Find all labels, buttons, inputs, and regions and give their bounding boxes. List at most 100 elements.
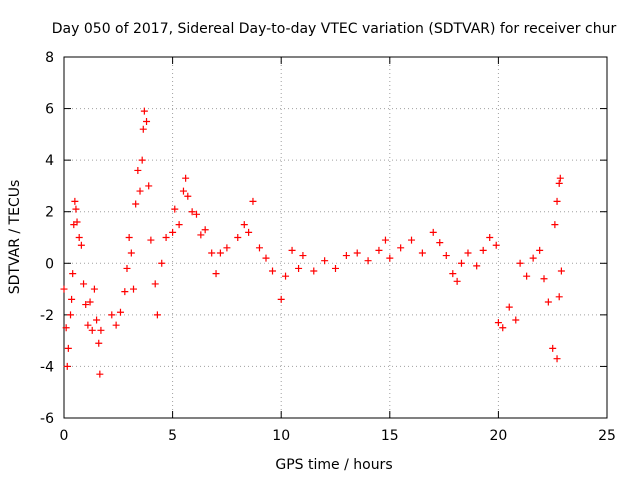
data-point	[97, 326, 105, 334]
data-point	[255, 244, 263, 252]
data-point	[121, 288, 129, 296]
data-point	[127, 249, 135, 257]
y-tick-label: 6	[45, 102, 54, 118]
data-point	[90, 285, 98, 293]
data-point	[449, 270, 457, 278]
data-point	[188, 208, 196, 216]
data-point	[540, 275, 548, 283]
data-point	[492, 241, 500, 249]
data-point	[88, 326, 96, 334]
data-point	[386, 254, 394, 262]
data-point	[516, 259, 524, 267]
data-point	[175, 221, 183, 229]
data-point	[136, 187, 144, 195]
x-tick-label: 20	[489, 428, 507, 444]
data-point	[557, 267, 565, 275]
y-tick-label: 2	[45, 205, 54, 221]
data-point	[288, 246, 296, 254]
data-point	[151, 280, 159, 288]
data-point	[182, 174, 190, 182]
data-point	[512, 316, 520, 324]
data-point	[123, 264, 131, 272]
y-axis-label: SDTVAR / TECUs	[7, 180, 23, 295]
data-point	[71, 197, 79, 205]
data-point	[442, 252, 450, 260]
data-point	[84, 321, 92, 329]
data-point	[321, 257, 329, 265]
data-point	[72, 205, 80, 213]
data-point	[453, 277, 461, 285]
data-point	[134, 166, 142, 174]
data-point	[234, 234, 242, 241]
data-point	[342, 252, 350, 260]
data-points	[60, 107, 565, 378]
y-tick-label: 0	[45, 256, 54, 272]
data-point	[408, 236, 416, 244]
data-point	[223, 244, 231, 252]
data-point	[64, 344, 72, 352]
data-point	[381, 236, 389, 244]
data-point	[153, 311, 161, 319]
data-point	[544, 298, 552, 306]
data-point	[139, 125, 147, 133]
data-point	[299, 252, 307, 260]
data-point	[464, 249, 472, 257]
y-tick-label: -6	[40, 411, 54, 427]
x-axis-label: GPS time / hours	[275, 457, 392, 473]
data-point	[132, 200, 140, 208]
data-point	[249, 197, 257, 205]
data-point	[60, 285, 68, 293]
data-point	[108, 311, 116, 319]
data-point	[523, 272, 531, 280]
data-point	[73, 218, 81, 226]
data-point	[245, 228, 253, 236]
data-point	[555, 179, 563, 187]
plot-frame	[63, 56, 608, 419]
data-point	[353, 249, 361, 257]
data-point	[364, 257, 372, 265]
data-point	[436, 239, 444, 247]
data-point	[67, 311, 75, 319]
chart-title: Day 050 of 2017, Sidereal Day-to-day VTE…	[52, 21, 617, 37]
data-point	[158, 259, 166, 267]
data-point	[77, 241, 85, 249]
x-tick-label: 15	[381, 428, 399, 444]
data-point	[262, 254, 270, 262]
data-point	[479, 246, 487, 254]
data-point	[397, 244, 405, 252]
data-point	[82, 301, 90, 309]
data-point	[375, 246, 383, 254]
data-point	[499, 324, 507, 332]
data-point	[162, 234, 170, 241]
y-tick-label: -2	[40, 308, 54, 324]
data-point	[143, 117, 151, 125]
data-point	[277, 295, 285, 303]
data-point	[553, 355, 561, 363]
y-tick-label: 4	[45, 153, 54, 169]
data-point	[310, 267, 318, 275]
data-point	[553, 197, 561, 205]
x-tick-label: 10	[272, 428, 290, 444]
data-point	[505, 303, 513, 311]
data-point	[216, 249, 224, 257]
data-point	[486, 234, 494, 241]
data-point	[130, 285, 138, 293]
data-point	[208, 249, 216, 257]
data-point	[201, 226, 209, 234]
data-point	[147, 236, 155, 244]
data-point	[473, 262, 481, 270]
x-tick-label: 25	[598, 428, 616, 444]
data-point	[295, 264, 303, 272]
data-point	[62, 324, 70, 332]
data-point	[145, 182, 153, 190]
data-point	[549, 344, 557, 352]
y-tick-label: -4	[40, 359, 54, 375]
data-point	[125, 234, 133, 241]
x-tick-label: 5	[168, 428, 177, 444]
axis-ticks: 0 5 10 15 20 25 -6 -4 -2 0 2 4 6 8	[40, 50, 616, 444]
data-point	[192, 210, 200, 218]
data-point	[68, 295, 76, 303]
data-point	[282, 272, 290, 280]
